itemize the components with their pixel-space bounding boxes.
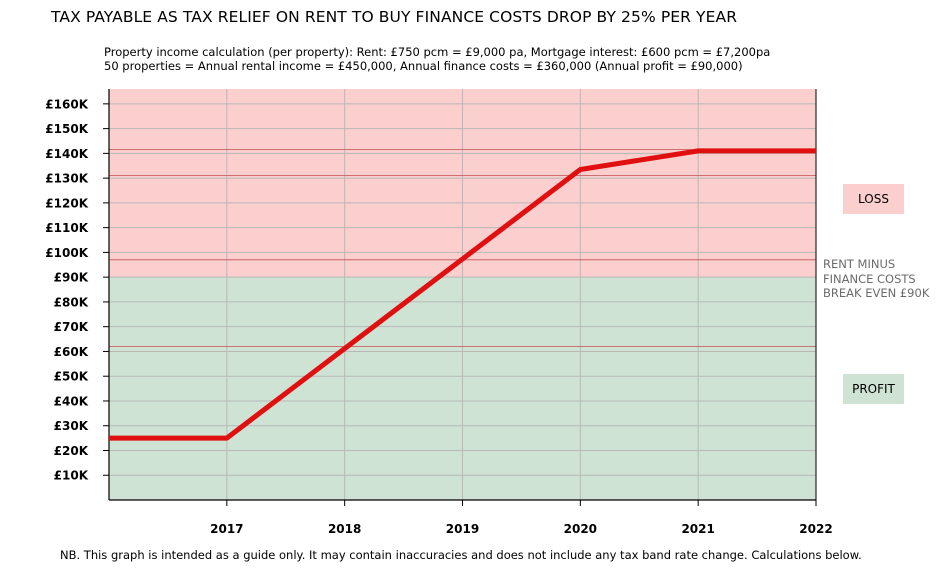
- y-tick-label: £20K: [54, 444, 89, 458]
- y-tick-label: £110K: [45, 221, 88, 235]
- y-tick-label: £90K: [54, 271, 89, 285]
- break-even-label: RENT MINUS FINANCE COSTS BREAK EVEN £90K: [823, 257, 929, 301]
- chart-subtitle-line2: 50 properties = Annual rental income = £…: [104, 59, 743, 73]
- tax-payable-series-line: [109, 148, 816, 441]
- x-tick-label: 2019: [446, 522, 479, 536]
- y-tick-label: £50K: [54, 370, 89, 384]
- series: [109, 148, 816, 441]
- y-tick-label: £70K: [54, 320, 89, 334]
- break-even-line1: RENT MINUS: [823, 257, 896, 271]
- break-even-line2: FINANCE COSTS: [823, 271, 916, 286]
- y-tick-label: £10K: [54, 469, 89, 483]
- y-tick-label: £40K: [54, 394, 89, 408]
- y-tick-label: £80K: [54, 295, 89, 309]
- y-tick-label: £160K: [45, 97, 88, 111]
- y-tick-label: £120K: [45, 196, 88, 210]
- y-tick-label: £140K: [45, 147, 88, 161]
- grid-lines: [109, 89, 816, 500]
- axes: [103, 89, 817, 506]
- y-tick-label: £30K: [54, 419, 89, 433]
- x-tick-label: 2020: [564, 522, 597, 536]
- y-tick-label: £150K: [45, 122, 88, 136]
- x-tick-label: 2018: [328, 522, 361, 536]
- x-tick-label: 2022: [799, 522, 832, 536]
- x-tick-label: 2021: [681, 522, 714, 536]
- break-even-line3: BREAK EVEN £90K: [823, 286, 930, 300]
- x-tick-labels: 2017 2018 2019 2020 2021 2022: [210, 522, 833, 536]
- profit-zone-label: PROFIT: [843, 374, 904, 404]
- y-tick-label: £100K: [45, 246, 88, 260]
- y-tick-label: £130K: [45, 172, 88, 186]
- chart-title: TAX PAYABLE AS TAX RELIEF ON RENT TO BUY…: [51, 8, 738, 26]
- footnote: NB. This graph is intended as a guide on…: [60, 548, 862, 562]
- y-tick-labels: £10K £20K £30K £40K £50K £60K £70K £80K £90K £100…: [45, 97, 88, 482]
- loss-zone-label: LOSS: [843, 184, 904, 214]
- x-tick-label: 2017: [210, 522, 243, 536]
- chart-subtitle-line1: Property income calculation (per propert…: [104, 45, 771, 59]
- y-tick-label: £60K: [54, 345, 89, 359]
